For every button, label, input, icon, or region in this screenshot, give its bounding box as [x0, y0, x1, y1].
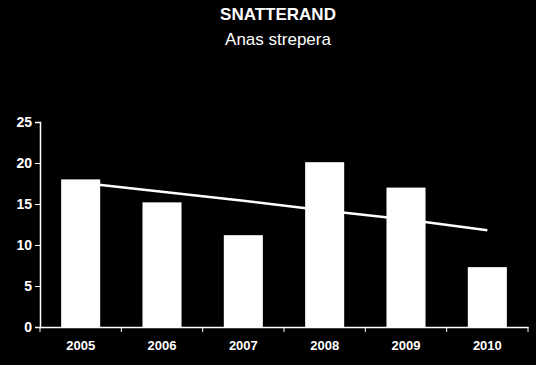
y-tick: 20 — [16, 155, 40, 171]
y-axis: 0 5 10 15 20 25 — [16, 114, 40, 335]
marks — [61, 162, 507, 327]
bar — [224, 235, 263, 327]
x-separator — [40, 327, 41, 332]
x-tick: 2010 — [473, 327, 502, 353]
y-tick-label: 25 — [16, 114, 32, 130]
y-tick-label: 5 — [24, 278, 32, 294]
y-tick: 10 — [16, 237, 40, 253]
bar — [386, 188, 425, 327]
y-tick: 15 — [16, 196, 40, 212]
y-tick-mark — [35, 163, 40, 164]
x-separator — [284, 327, 285, 332]
y-tick-mark — [35, 286, 40, 287]
plot: 0 5 10 15 20 25 2005 2006 2007 2008 2009 2010 — [16, 114, 528, 353]
x-separator — [202, 327, 203, 332]
background — [0, 0, 536, 365]
y-tick-mark — [35, 327, 40, 328]
x-tick: 2008 — [310, 327, 339, 353]
y-tick-label: 15 — [16, 196, 32, 212]
bar — [468, 267, 507, 327]
chart: SNATTERANDAnas strepera05101520252005200… — [0, 0, 536, 365]
subtitle: Anas strepera — [225, 30, 331, 49]
y-tick-mark — [35, 204, 40, 205]
x-separator — [528, 327, 529, 332]
x-tick-label: 2006 — [148, 338, 177, 353]
x-axis: 2005 2006 2007 2008 2009 2010 — [41, 327, 529, 353]
y-tick-mark — [35, 245, 40, 246]
x-separators — [40, 327, 528, 332]
x-tick-label: 2009 — [392, 338, 421, 353]
y-axis-line — [35, 123, 41, 328]
x-tick: 2006 — [148, 327, 177, 353]
x-tick: 2009 — [392, 327, 421, 353]
y-tick: 0 — [24, 319, 40, 335]
x-tick-label: 2008 — [310, 338, 339, 353]
y-tick: 25 — [16, 114, 40, 130]
y-tick-label: 10 — [16, 237, 32, 253]
trend-line — [81, 183, 488, 231]
y-tick-label: 20 — [16, 155, 32, 171]
y-tick-label: 0 — [24, 319, 32, 335]
title: SNATTERAND — [220, 5, 336, 24]
x-separator — [121, 327, 122, 332]
x-tick: 2005 — [66, 327, 95, 353]
y-tick-mark — [35, 122, 40, 123]
x-separator — [365, 327, 366, 332]
bar — [142, 202, 181, 327]
y-tick: 5 — [24, 278, 40, 294]
bar — [61, 179, 100, 327]
bar — [305, 162, 344, 327]
x-separator — [446, 327, 447, 332]
x-tick-label: 2005 — [66, 338, 95, 353]
x-tick-label: 2010 — [473, 338, 502, 353]
x-tick: 2007 — [229, 327, 258, 353]
x-tick-label: 2007 — [229, 338, 258, 353]
